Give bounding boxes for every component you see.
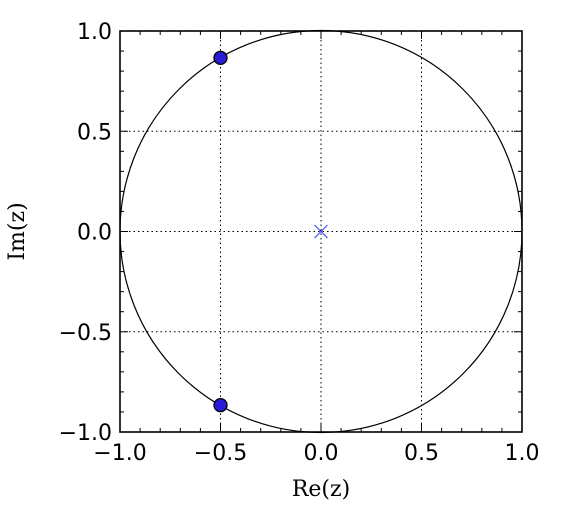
x-tick-label: −1.0: [93, 441, 146, 466]
pole-marker-stroke: [314, 224, 328, 239]
y-tick-label: −0.5: [59, 321, 112, 346]
x-axis-label: Re(z): [292, 477, 350, 502]
pole-marker: [314, 224, 328, 239]
y-tick-label: 0.0: [77, 221, 112, 246]
data-markers: [213, 50, 328, 413]
zero-marker: [213, 397, 228, 413]
y-axis-label: Im(z): [5, 202, 30, 260]
y-tick-label: 1.0: [77, 20, 112, 45]
x-tick-label: 0.5: [404, 441, 439, 466]
grid-lines: [120, 31, 522, 432]
axis-ticks: [119, 30, 523, 433]
x-tick-label: 0.0: [304, 441, 339, 466]
x-tick-label: −0.5: [194, 441, 247, 466]
x-tick-label: 1.0: [505, 441, 540, 466]
zero-marker: [213, 50, 228, 66]
y-tick-label: −1.0: [59, 421, 112, 446]
tick-labels: −1.0 −0.5 0.0 0.5 1.0 −1.0 −0.5 0.0 0.5 1.0: [59, 20, 540, 466]
y-tick-label: 0.5: [77, 120, 112, 145]
